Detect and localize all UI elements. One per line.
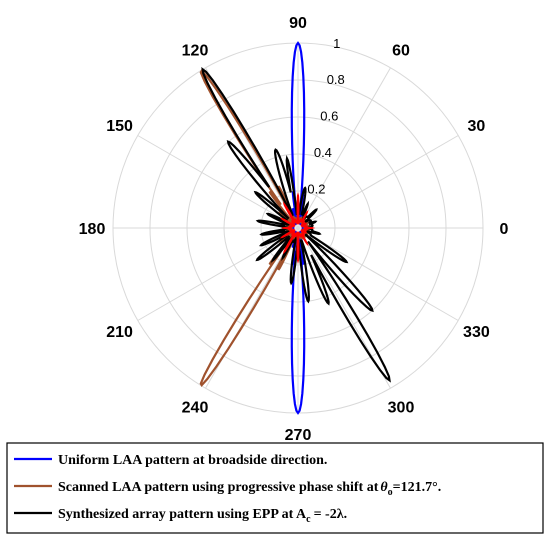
angle-tick-label: 30 (468, 118, 486, 135)
series-line-0 (287, 41, 309, 415)
angle-tick-label: 300 (388, 399, 415, 416)
legend-entry-0: Uniform LAA pattern at broadside directi… (58, 453, 327, 468)
grid-spoke-1 (297, 135, 459, 229)
legend-entry-2: Synthesized array pattern using EPP at A… (58, 507, 347, 525)
legend: Uniform LAA pattern at broadside directi… (6, 442, 544, 534)
angle-labels: 0 30 60 90 120 150 180 210 240 270 300 330 (79, 15, 509, 444)
radial-tick-label: 0.8 (327, 72, 345, 87)
angle-tick-label: 180 (79, 221, 106, 238)
polar-grid (112, 42, 484, 414)
radial-tick-label: 0.2 (307, 182, 325, 197)
series-curves (199, 41, 391, 415)
radial-tick-label: 0.6 (320, 109, 338, 124)
angle-tick-label: 90 (289, 15, 307, 32)
grid-spoke-2 (297, 67, 391, 229)
legend-box (6, 442, 544, 534)
angle-tick-label: 0 (500, 221, 509, 238)
angle-tick-label: 240 (182, 399, 209, 416)
series-line-1 (199, 69, 311, 387)
series-line-3 (279, 192, 316, 264)
angle-tick-label: 330 (463, 324, 490, 341)
radial-tick-label: 1 (333, 36, 340, 51)
legend-entry-1: Scanned LAA pattern using progressive ph… (58, 480, 441, 498)
angle-tick-label: 60 (392, 43, 410, 60)
radial-tick-label: 0.4 (314, 145, 332, 160)
angle-tick-label: 210 (106, 324, 133, 341)
angle-tick-label: 120 (182, 43, 209, 60)
radial-labels: 0.2 0.4 0.6 0.8 1 (307, 36, 344, 197)
grid-spoke-5 (137, 135, 299, 229)
angle-tick-label: 150 (106, 118, 133, 135)
grid-spoke-7 (137, 227, 299, 321)
angle-tick-label: 270 (285, 427, 312, 444)
